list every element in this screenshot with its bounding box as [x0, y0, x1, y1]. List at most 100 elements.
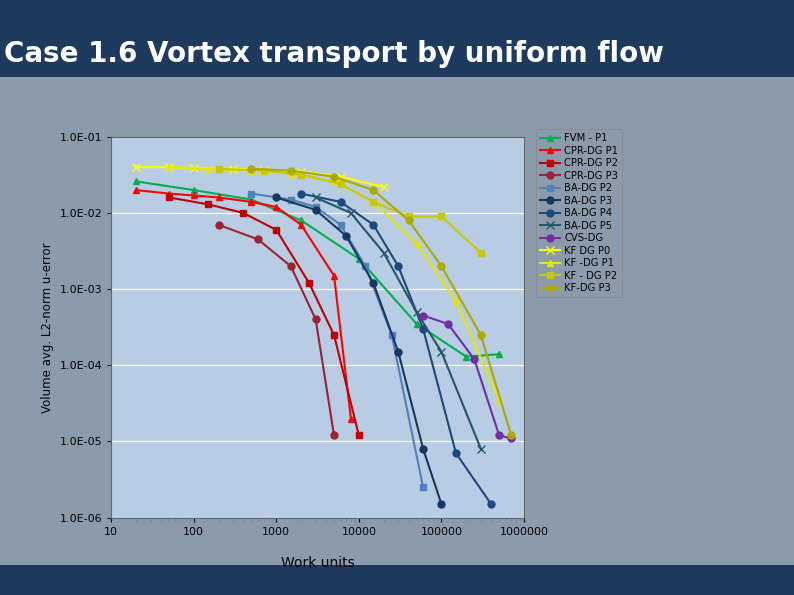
BA-DG P4	[296, 190, 306, 197]
CVS-DG	[469, 356, 479, 363]
Line: KF-DG P3: KF-DG P3	[248, 165, 515, 439]
CPR-DG P3	[330, 432, 339, 439]
CPR-DG P2	[304, 280, 314, 287]
BA-DG P3	[368, 280, 378, 287]
KF -DG P1	[368, 198, 378, 205]
FVM - P1	[296, 217, 306, 224]
BA-DG P5	[476, 445, 486, 452]
BA-DG P5	[379, 249, 388, 256]
CPR-DG P2	[164, 194, 174, 201]
FVM - P1	[412, 320, 422, 327]
BA-DG P5	[346, 209, 356, 217]
KF DG P0	[296, 168, 306, 175]
Line: BA-DG P4: BA-DG P4	[298, 190, 495, 508]
CPR-DG P1	[164, 190, 174, 197]
BA-DG P2	[418, 484, 428, 491]
KF-DG P3	[507, 432, 516, 439]
CPR-DG P2	[203, 201, 213, 208]
CPR-DG P1	[214, 194, 223, 201]
BA-DG P5	[437, 348, 446, 355]
BA-DG P3	[437, 500, 446, 508]
BA-DG P3	[272, 194, 281, 201]
KF-DG P3	[247, 165, 256, 173]
CPR-DG P2	[239, 209, 249, 217]
CVS-DG	[418, 312, 428, 319]
KF -DG P1	[164, 164, 174, 171]
Line: KF - DG P2: KF - DG P2	[215, 165, 484, 256]
BA-DG P4	[336, 198, 345, 205]
KF -DG P1	[451, 298, 461, 305]
CPR-DG P2	[272, 226, 281, 233]
CPR-DG P1	[330, 272, 339, 279]
Line: KF DG P0: KF DG P0	[132, 163, 388, 191]
KF DG P0	[164, 164, 174, 171]
KF -DG P1	[286, 170, 295, 177]
KF -DG P1	[412, 240, 422, 247]
KF - DG P2	[404, 213, 414, 220]
KF - DG P2	[437, 213, 446, 220]
Text: Case 1.6 Vortex transport by uniform flow: Case 1.6 Vortex transport by uniform flo…	[3, 39, 664, 68]
CPR-DG P3	[286, 262, 295, 270]
BA-DG P3	[418, 445, 428, 452]
BA-DG P3	[394, 348, 403, 355]
Line: BA-DG P3: BA-DG P3	[273, 194, 445, 508]
Line: CVS-DG: CVS-DG	[420, 312, 515, 442]
KF DG P0	[131, 164, 141, 171]
CPR-DG P1	[247, 198, 256, 205]
KF DG P0	[336, 173, 345, 180]
BA-DG P4	[418, 325, 428, 333]
CPR-DG P3	[214, 221, 223, 228]
CPR-DG P3	[253, 236, 263, 243]
KF DG P0	[229, 165, 238, 173]
BA-DG P2	[286, 196, 295, 203]
CPR-DG P2	[354, 432, 364, 439]
KF -DG P1	[247, 167, 256, 174]
BA-DG P2	[336, 221, 345, 228]
CPR-DG P1	[189, 192, 198, 199]
CVS-DG	[443, 320, 453, 327]
BA-DG P2	[247, 190, 256, 197]
BA-DG P4	[368, 221, 378, 228]
FVM - P1	[495, 350, 504, 358]
BA-DG P5	[311, 194, 321, 201]
KF - DG P2	[336, 180, 345, 187]
KF - DG P2	[296, 171, 306, 178]
BA-DG P4	[487, 500, 496, 508]
BA-DG P4	[451, 450, 461, 457]
FVM - P1	[131, 178, 141, 185]
FVM - P1	[247, 196, 256, 203]
BA-DG P3	[311, 206, 321, 214]
Line: FVM - P1: FVM - P1	[133, 178, 503, 360]
BA-DG P5	[412, 309, 422, 316]
KF -DG P1	[330, 178, 339, 185]
KF DG P0	[379, 183, 388, 190]
CPR-DG P1	[296, 221, 306, 228]
CPR-DG P1	[346, 415, 356, 422]
Line: KF -DG P1: KF -DG P1	[165, 164, 503, 403]
FVM - P1	[189, 186, 198, 193]
X-axis label: Work units: Work units	[281, 556, 354, 570]
CPR-DG P3	[311, 316, 321, 323]
BA-DG P2	[360, 262, 370, 270]
KF-DG P3	[368, 186, 378, 193]
Line: CPR-DG P2: CPR-DG P2	[165, 194, 362, 439]
CVS-DG	[495, 432, 504, 439]
BA-DG P4	[394, 262, 403, 270]
KF-DG P3	[286, 167, 295, 174]
BA-DG P2	[311, 203, 321, 211]
KF - DG P2	[476, 249, 486, 256]
CPR-DG P2	[330, 331, 339, 339]
FVM - P1	[461, 353, 471, 360]
BA-DG P3	[341, 233, 351, 240]
FVM - P1	[354, 255, 364, 262]
KF-DG P3	[437, 262, 446, 270]
Legend: FVM - P1, CPR-DG P1, CPR-DG P2, CPR-DG P3, BA-DG P2, BA-DG P3, BA-DG P4, BA-DG P: FVM - P1, CPR-DG P1, CPR-DG P2, CPR-DG P…	[537, 129, 622, 298]
KF -DG P1	[495, 396, 504, 403]
KF-DG P3	[476, 331, 486, 339]
Y-axis label: Volume avg. L2-norm u-error: Volume avg. L2-norm u-error	[40, 242, 54, 412]
KF DG P0	[189, 164, 198, 171]
Line: CPR-DG P1: CPR-DG P1	[133, 187, 354, 422]
BA-DG P2	[387, 331, 396, 339]
Line: BA-DG P5: BA-DG P5	[311, 193, 485, 453]
CPR-DG P1	[272, 203, 281, 211]
